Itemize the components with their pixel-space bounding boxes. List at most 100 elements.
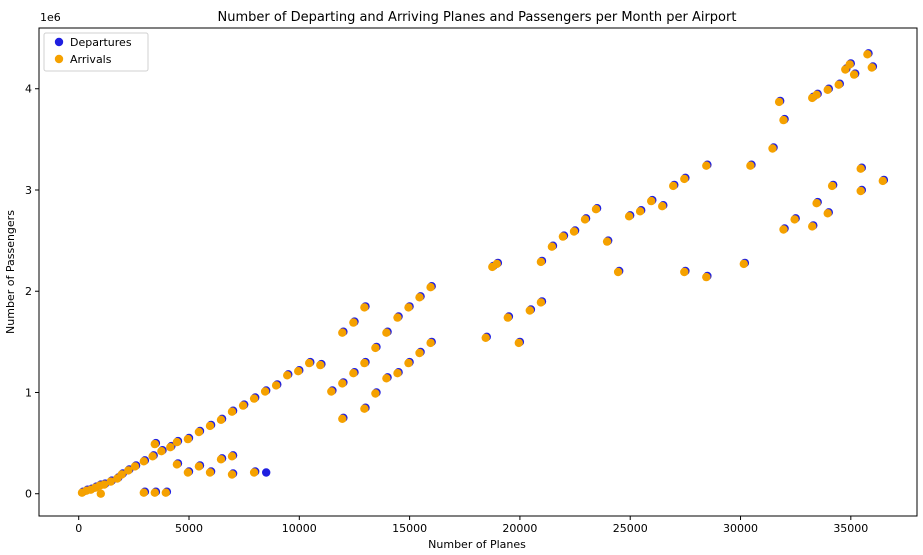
arrivals-point (635, 207, 645, 216)
arrivals-point (166, 443, 175, 452)
arrivals-point (525, 306, 534, 315)
arrivals-point (117, 470, 126, 479)
arrivals-point (536, 257, 546, 267)
arrivals-point (812, 199, 821, 208)
arrivals-point (647, 196, 656, 206)
arrivals-point (812, 90, 821, 100)
arrivals-point (283, 371, 292, 380)
arrivals-point (823, 209, 832, 218)
arrivals-point (150, 488, 159, 497)
series-arrivals (77, 50, 887, 498)
arrivals-point (371, 343, 380, 353)
legend: Departures Arrivals (43, 32, 149, 72)
arrivals-point (360, 358, 369, 368)
arrivals-point (216, 415, 226, 424)
arrivals-point (99, 480, 109, 489)
y-axis-label: Number of Passengers (4, 210, 17, 334)
arrivals-point (205, 421, 215, 431)
arrivals-point (227, 452, 237, 461)
x-tick-label: 5000 (175, 522, 203, 535)
arrivals-point (867, 63, 876, 72)
arrivals-point (808, 222, 817, 231)
arrivals-point (863, 50, 872, 59)
legend-label-departures: Departures (70, 36, 132, 49)
arrivals-point (768, 144, 777, 153)
arrivals-point (161, 488, 170, 497)
legend-label-arrivals: Arrivals (70, 53, 112, 66)
arrivals-point (338, 379, 347, 388)
arrivals-point (349, 318, 358, 327)
data-points (77, 49, 889, 498)
arrivals-point (194, 462, 204, 471)
arrivals-point (172, 437, 182, 447)
y-tick-label: 1 (25, 386, 32, 399)
arrivals-point (305, 358, 314, 368)
arrivals-point (183, 468, 193, 477)
arrivals-point (382, 328, 391, 337)
y-axis-ticks: 0 1 2 3 4 (25, 83, 39, 501)
arrivals-point (148, 452, 157, 461)
legend-marker-departures (54, 37, 64, 47)
x-tick-label: 25000 (613, 522, 648, 535)
y-tick-label: 0 (25, 488, 32, 501)
arrivals-point (327, 387, 336, 396)
x-tick-label: 0 (75, 522, 82, 535)
arrivals-point (779, 115, 788, 125)
arrivals-point (702, 272, 711, 282)
arrivals-point (271, 381, 281, 390)
arrivals-point (426, 283, 435, 292)
arrivals-point (227, 470, 237, 479)
arrivals-point (503, 313, 512, 322)
arrivals-point (492, 259, 501, 269)
arrivals-point (680, 174, 689, 184)
arrivals-point (338, 328, 347, 337)
arrivals-point (404, 303, 413, 312)
x-axis-ticks: 0 5000 10000 15000 20000 25000 30000 35000 (75, 516, 868, 535)
arrivals-point (349, 369, 358, 378)
arrivals-point (415, 348, 424, 358)
arrivals-point (205, 468, 215, 477)
arrivals-point (702, 161, 711, 170)
arrivals-point (790, 215, 799, 224)
arrivals-point (393, 313, 402, 322)
arrivals-point (382, 374, 391, 383)
arrivals-point (856, 164, 865, 173)
arrivals-point (249, 468, 259, 477)
arrivals-point (183, 434, 193, 444)
y-tick-label: 3 (25, 184, 32, 197)
arrivals-point (96, 489, 106, 498)
arrivals-point (338, 414, 347, 423)
arrivals-point (878, 176, 887, 186)
plot-area (38, 27, 918, 517)
arrivals-point (849, 70, 859, 79)
arrivals-point (260, 387, 270, 396)
arrivals-point (834, 80, 843, 89)
arrivals-point (558, 232, 568, 241)
arrivals-point (216, 455, 226, 464)
legend-marker-arrivals (54, 54, 64, 64)
arrivals-point (294, 367, 303, 376)
arrivals-point (669, 181, 678, 191)
arrivals-point (845, 60, 854, 69)
x-tick-label: 20000 (502, 522, 537, 535)
arrivals-point (124, 466, 133, 475)
arrivals-point (157, 447, 166, 456)
y-tick-label: 2 (25, 285, 32, 298)
arrivals-point (658, 202, 667, 211)
arrivals-point (779, 225, 788, 234)
y-tick-label: 4 (25, 83, 32, 96)
arrivals-point (139, 488, 148, 497)
arrivals-point (547, 242, 557, 251)
arrivals-point (624, 212, 634, 221)
chart-title: Number of Departing and Arriving Planes … (218, 10, 737, 25)
departures-point (262, 468, 271, 477)
arrivals-point (856, 186, 865, 196)
arrivals-point (602, 237, 612, 246)
arrivals-point (823, 85, 832, 95)
arrivals-point (130, 462, 140, 471)
arrivals-point (249, 394, 259, 403)
arrivals-point (415, 293, 424, 302)
arrivals-point (360, 404, 369, 413)
arrivals-point (514, 338, 523, 348)
